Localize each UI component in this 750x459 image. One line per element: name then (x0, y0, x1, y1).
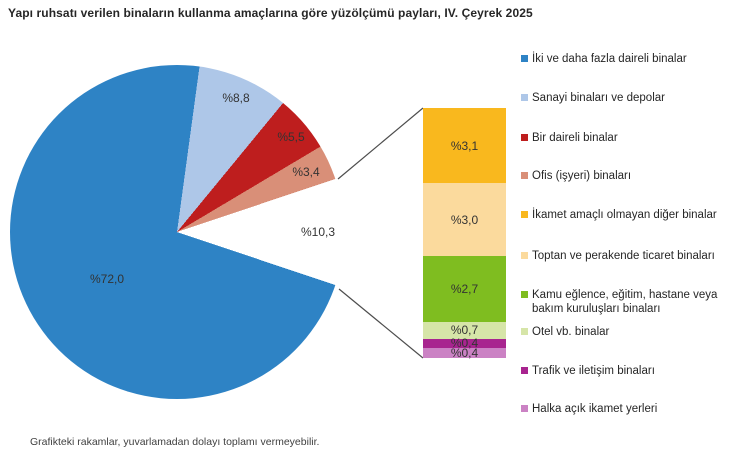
pie-slice-label: %5,5 (277, 130, 305, 144)
legend-item: Halka açık ikamet yerleri (521, 402, 726, 416)
legend-item-label: Sanayi binaları ve depolar (532, 92, 665, 104)
legend-item: Bir daireli binalar (521, 131, 726, 145)
connector-line-top (337, 107, 424, 180)
pie-slice-label: %72,0 (89, 272, 125, 286)
chart-title: Yapı ruhsatı verilen binaların kullanma … (8, 6, 533, 20)
legend-item: Sanayi binaları ve depolar (521, 91, 726, 105)
legend-item-label: Halka açık ikamet yerleri (532, 403, 658, 415)
legend-item-label: Otel vb. binalar (532, 326, 610, 338)
legend-item-label: Bir daireli binalar (532, 132, 618, 144)
connector-line-bottom (338, 288, 424, 359)
bar-segment-label: %0,4 (450, 336, 479, 351)
legend-item-label: Toptan ve perakende ticaret binaları (532, 250, 715, 262)
legend-item: Trafik ve iletişim binaları (521, 364, 726, 378)
legend-item-label: İki ve daha fazla daireli binalar (532, 53, 687, 65)
legend-item-label: Kamu eğlence, eğitim, hastane veya bakım… (532, 289, 718, 315)
legend-swatch-icon (521, 94, 528, 101)
legend-swatch-icon (521, 367, 528, 374)
legend-swatch-icon (521, 172, 528, 179)
legend-item: İkamet amaçlı olmayan diğer binalar (521, 208, 726, 222)
legend-item: Ofis (işyeri) binaları (521, 169, 726, 183)
legend-swatch-icon (521, 55, 528, 62)
bar-segment: %0,4 (423, 336, 506, 351)
legend-item: Kamu eğlence, eğitim, hastane veya bakım… (521, 288, 726, 316)
legend-item: Toptan ve perakende ticaret binaları (521, 249, 726, 263)
bar-segment-label: %0,7 (450, 323, 479, 338)
legend-swatch-icon (521, 211, 528, 218)
bar-segment: %3,0 (423, 183, 506, 257)
bar-segment-label: %3,1 (450, 138, 479, 153)
legend-item: Otel vb. binalar (521, 325, 726, 339)
footnote: Grafikteki rakamlar, yuvarlamadan dolayı… (30, 436, 320, 448)
legend-swatch-icon (521, 405, 528, 412)
legend: İki ve daha fazla daireli binalar Sanayi … (521, 45, 745, 440)
bar-segment-label: %2,7 (450, 281, 479, 296)
bar-segment-label: %0,4 (450, 346, 479, 361)
legend-item-label: Trafik ve iletişim binaları (532, 365, 655, 377)
legend-swatch-icon (521, 328, 528, 335)
bar-segment: %0,4 (423, 346, 506, 361)
pie-slice-label: %3,4 (292, 165, 320, 179)
legend-item-label: Ofis (işyeri) binaları (532, 170, 632, 182)
legend-swatch-icon (521, 134, 528, 141)
pie-slice-label: %10,3 (300, 225, 336, 239)
bar-segment: %2,7 (423, 256, 506, 322)
pie-chart (10, 65, 344, 399)
pie-slice-label: %8,8 (222, 91, 250, 105)
bar-segment: %3,1 (423, 108, 506, 184)
legend-swatch-icon (521, 291, 528, 298)
bar-segment: %0,7 (423, 321, 506, 339)
breakout-bar: %3,1 %3,0 %2,7 %0,7 %0,4 %0,4 (423, 108, 506, 361)
bar-segment-label: %3,0 (450, 212, 479, 227)
legend-item: İki ve daha fazla daireli binalar (521, 52, 726, 66)
legend-item-label: İkamet amaçlı olmayan diğer binalar (532, 209, 717, 221)
legend-swatch-icon (521, 252, 528, 259)
